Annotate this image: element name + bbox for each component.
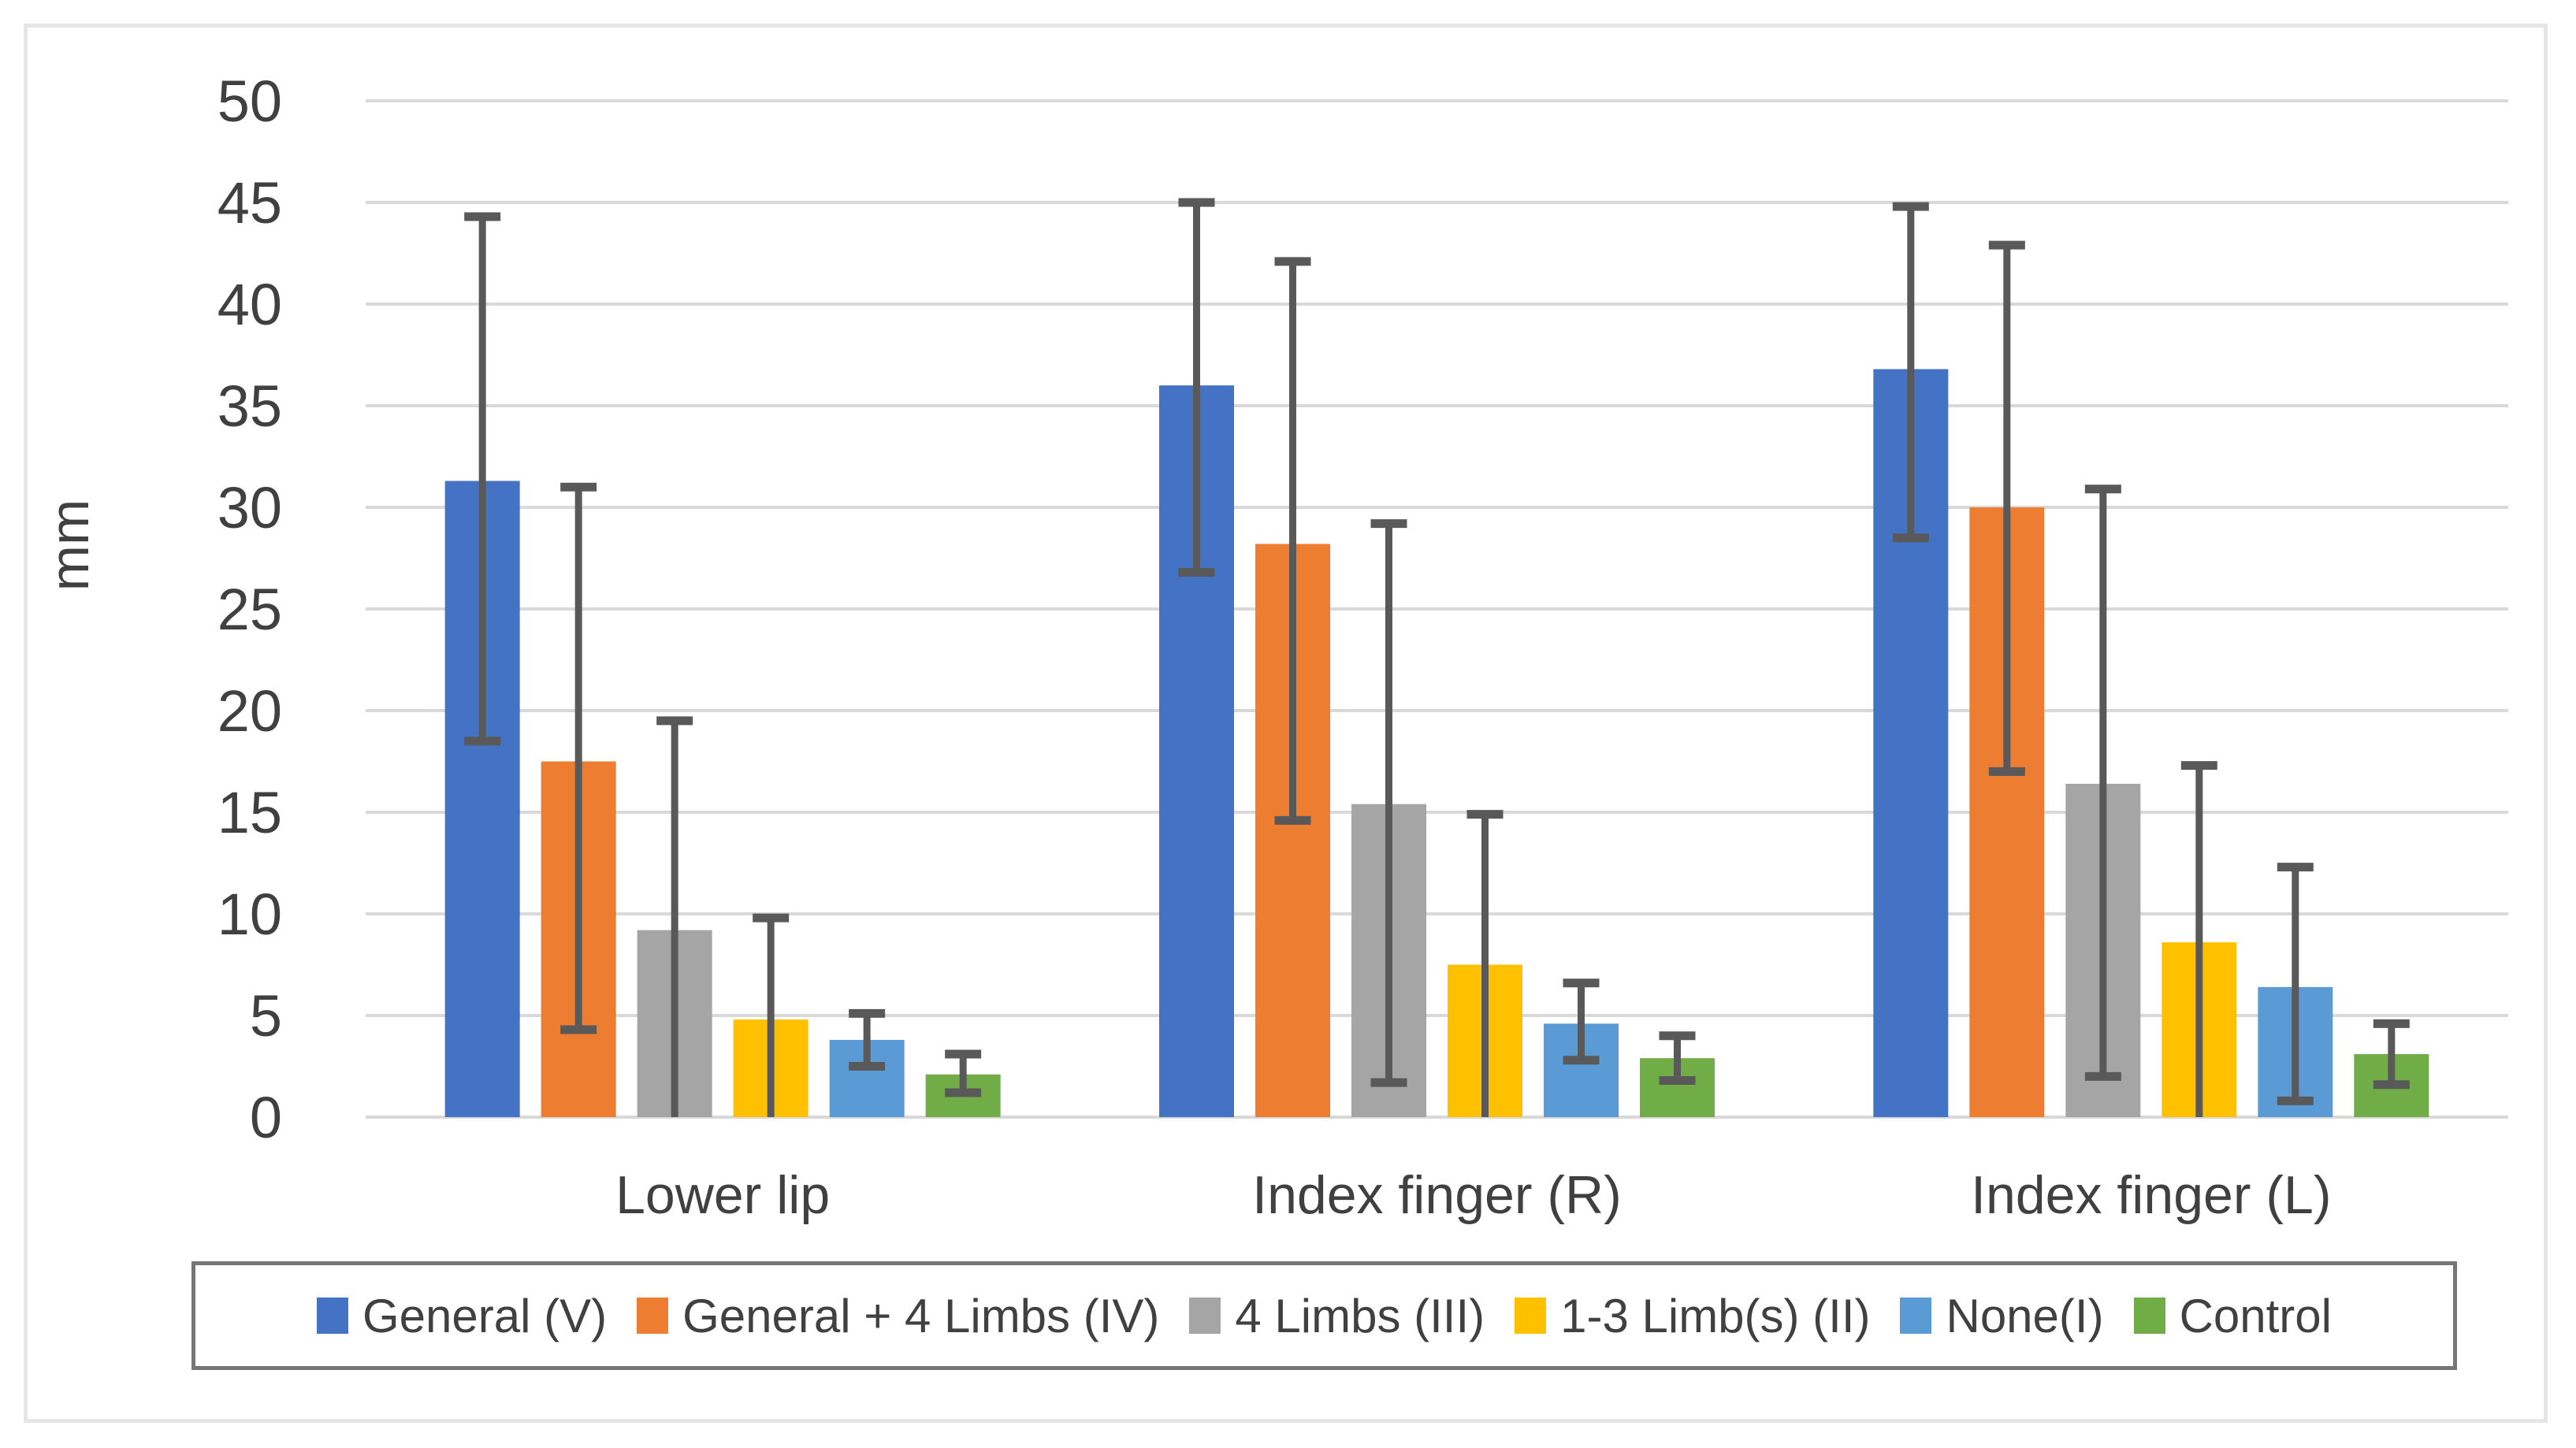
- x-category-label: Lower lip: [615, 1165, 830, 1225]
- legend-label: Control: [2179, 1289, 2332, 1342]
- y-tick-label: 15: [217, 780, 282, 845]
- legend-label: 4 Limbs (III): [1235, 1289, 1485, 1342]
- legend-label: General (V): [362, 1289, 608, 1342]
- y-tick-label: 40: [217, 272, 282, 337]
- legend-swatch: [317, 1298, 349, 1334]
- legend-box: General (V) General + 4 Limbs (IV) 4 Limbs…: [191, 1261, 2457, 1370]
- legend-item: None(I): [1900, 1289, 2104, 1343]
- y-tick-label: 25: [217, 577, 282, 642]
- x-category-label: Index finger (L): [1971, 1165, 2331, 1225]
- legend-label: General + 4 Limbs (IV): [682, 1289, 1160, 1342]
- legend-swatch: [1900, 1298, 1932, 1334]
- legend-swatch: [1515, 1298, 1547, 1334]
- y-tick-label: 50: [217, 69, 282, 134]
- y-axis-title: mm: [39, 499, 100, 592]
- legend-item: Control: [2133, 1289, 2332, 1343]
- y-tick-label: 0: [250, 1085, 282, 1150]
- y-tick-label: 20: [217, 678, 282, 744]
- legend-swatch: [1189, 1298, 1221, 1334]
- y-tick-label: 30: [217, 475, 282, 540]
- legend-label: None(I): [1946, 1289, 2104, 1342]
- legend-swatch: [637, 1298, 669, 1334]
- legend-item: General (V): [317, 1289, 607, 1343]
- y-tick-label: 5: [250, 983, 282, 1049]
- legend-item: General + 4 Limbs (IV): [637, 1289, 1159, 1343]
- y-tick-label: 35: [217, 373, 282, 439]
- y-tick-label: 45: [217, 170, 282, 236]
- y-tick-label: 10: [217, 882, 282, 947]
- x-category-label: Index finger (R): [1252, 1165, 1622, 1225]
- legend-item: 4 Limbs (III): [1189, 1289, 1485, 1343]
- legend-swatch: [2133, 1298, 2165, 1334]
- legend-label: 1-3 Limb(s) (II): [1560, 1289, 1871, 1342]
- legend-item: 1-3 Limb(s) (II): [1515, 1289, 1870, 1343]
